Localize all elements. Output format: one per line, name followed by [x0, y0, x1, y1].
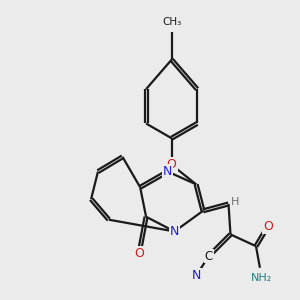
Text: CH₃: CH₃: [162, 17, 181, 27]
Text: N: N: [170, 225, 179, 238]
Text: O: O: [134, 247, 144, 260]
Text: N: N: [191, 269, 201, 282]
Text: H: H: [231, 196, 239, 207]
Text: NH₂: NH₂: [251, 273, 272, 283]
Text: C: C: [205, 250, 213, 262]
Text: N: N: [163, 165, 172, 178]
Text: O: O: [167, 158, 176, 171]
Text: O: O: [263, 220, 273, 233]
